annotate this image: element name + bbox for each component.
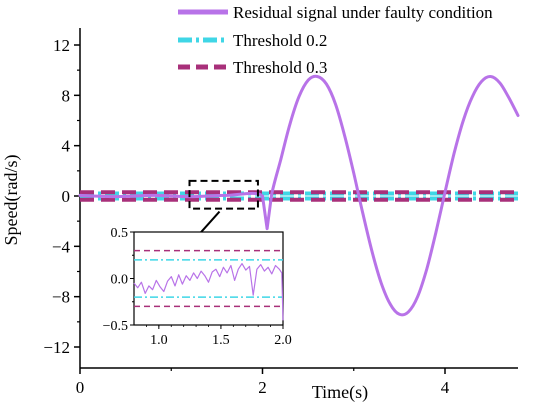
inset-background: [133, 231, 284, 326]
inset-residual-line: [133, 263, 284, 321]
inset-y-tick-labels: −0.5 0.0 0.5: [103, 226, 128, 334]
inset-y-tick-label: −0.5: [103, 319, 128, 334]
inset-threshold-lines: [134, 249, 283, 308]
legend: Residual signal under faulty condition T…: [178, 3, 493, 77]
x-tick-label: 2: [258, 378, 267, 397]
inset-x-tick-label: 1.0: [150, 333, 168, 348]
x-ticks: [79, 368, 446, 374]
inset-y-tick-label: 0.5: [111, 226, 129, 241]
inset-y-ticks: [130, 231, 134, 326]
y-tick-label: 12: [53, 36, 70, 55]
legend-label-threshold-03: Threshold 0.3: [233, 58, 327, 77]
legend-label-residual: Residual signal under faulty condition: [233, 3, 493, 22]
inset-plot: −0.5 0.0 0.5 1.0 1.5 2.0: [103, 226, 292, 348]
y-tick-label: 0: [62, 187, 71, 206]
inset-x-tick-labels: 1.0 1.5 2.0: [150, 333, 292, 348]
residual-series-line: [78, 74, 520, 317]
y-tick-label: −4: [52, 237, 71, 256]
y-tick-labels: −12 −8 −4 0 4 8 12: [43, 36, 70, 357]
inset-x-ticks: [146, 325, 284, 329]
x-tick-labels: 0 2 4: [76, 378, 450, 397]
y-axis-label: Speed(rad/s): [1, 155, 22, 246]
x-tick-label: 0: [76, 378, 85, 397]
zoom-box: [188, 179, 259, 210]
y-tick-label: −12: [43, 338, 70, 357]
inset-x-tick-label: 2.0: [274, 333, 292, 348]
x-axis-label: Time(s): [312, 382, 368, 403]
legend-label-threshold-02: Threshold 0.2: [233, 31, 327, 50]
inset-x-tick-label: 1.5: [212, 333, 230, 348]
y-tick-label: 4: [62, 137, 71, 156]
y-tick-label: 8: [62, 86, 71, 105]
y-tick-label: −8: [52, 288, 70, 307]
main-axes: −12 −8 −4 0 4 8 12 0 2 4: [43, 28, 518, 397]
x-tick-label: 4: [441, 378, 450, 397]
inset-y-tick-label: 0.0: [111, 273, 129, 288]
y-ticks: [74, 44, 80, 348]
